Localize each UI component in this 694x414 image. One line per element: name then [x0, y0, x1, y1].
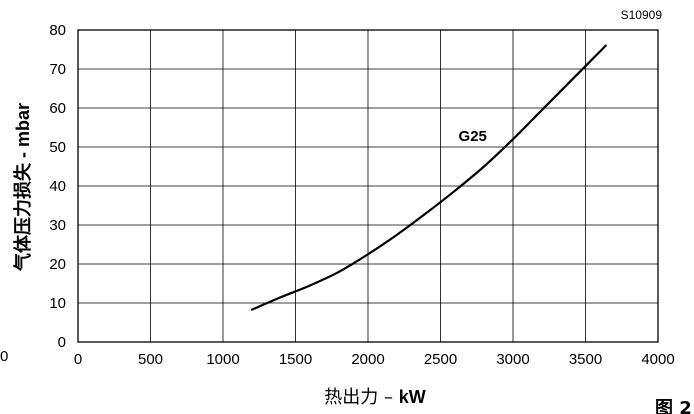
grid	[78, 30, 658, 342]
x-axis-title: 热出力 – kW	[324, 387, 425, 408]
series-label: G25	[459, 128, 487, 145]
x-tick-label: 2500	[424, 351, 457, 368]
x-tick-label: 3500	[569, 351, 602, 368]
y-tick-label: 30	[49, 217, 66, 234]
series-line-g25	[250, 44, 607, 311]
x-tick-label: 2000	[351, 351, 384, 368]
y-tick-label: 20	[49, 256, 66, 273]
y-axis-title: 气体压力损失 - mbar	[12, 103, 33, 272]
stray-mark: 0	[0, 348, 8, 365]
x-tick-label: 3000	[496, 351, 529, 368]
x-tick-label: 0	[74, 351, 82, 368]
x-axis-title-main: 热出力 –	[324, 387, 398, 408]
figure-code: S10909	[621, 8, 663, 22]
x-tick-label: 1000	[206, 351, 239, 368]
y-tick-label: 70	[49, 61, 66, 78]
y-tick-label: 40	[49, 178, 66, 195]
series: G25	[250, 44, 607, 311]
x-tick-label: 500	[138, 351, 163, 368]
plot-frame	[77, 29, 659, 343]
y-tick-label: 80	[49, 22, 66, 39]
figure-label: 图 2	[655, 398, 692, 414]
y-tick-label: 60	[49, 100, 66, 117]
x-tick-label: 4000	[641, 351, 674, 368]
y-tick-label: 10	[49, 295, 66, 312]
x-tick-label: 1500	[279, 351, 312, 368]
x-axis-title-unit: kW	[399, 387, 426, 407]
tick-labels: 0 500 1000 1500 2000 2500 3000 3500 4000 0 10 20 30 4…	[49, 22, 674, 368]
y-tick-label: 0	[58, 334, 66, 351]
y-tick-label: 50	[49, 139, 66, 156]
